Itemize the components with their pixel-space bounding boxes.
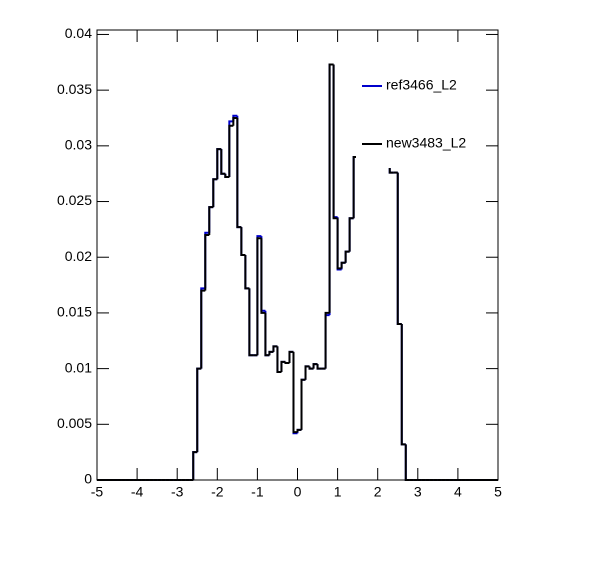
- x-tick-label: -5: [91, 484, 104, 500]
- histogram-step: [224, 173, 230, 179]
- histogram-step: [248, 288, 254, 357]
- x-tick-label: 4: [454, 484, 462, 500]
- histogram-step: [340, 261, 346, 269]
- histogram-step: [348, 217, 354, 252]
- histogram-step: [304, 365, 310, 380]
- y-tick-label: 0.04: [65, 25, 92, 41]
- y-tick-label: 0.005: [57, 415, 92, 431]
- histogram-step: [264, 312, 270, 357]
- histogram-step: [280, 360, 286, 372]
- histogram-step: [244, 255, 250, 290]
- histogram-step: [400, 324, 406, 446]
- histogram-step: [196, 367, 202, 453]
- histogram-step: [216, 148, 222, 180]
- histogram-step: [300, 378, 306, 430]
- y-tick-label: 0.015: [57, 304, 92, 320]
- histogram-step: [236, 117, 242, 229]
- histogram-step: [316, 364, 322, 370]
- y-tick-label: 0: [84, 471, 92, 487]
- histogram-step: [288, 350, 294, 364]
- legend-box: [356, 40, 498, 168]
- y-tick-label: 0.025: [57, 192, 92, 208]
- x-tick-label: -1: [251, 484, 264, 500]
- histogram-step: [232, 116, 238, 126]
- histogram-step: [208, 206, 214, 235]
- legend-label: new3483_L2: [386, 135, 466, 151]
- x-tick-label: -4: [131, 484, 144, 500]
- histogram-step: [332, 64, 338, 220]
- y-tick-label: 0.03: [65, 137, 92, 153]
- histogram-step: [268, 350, 274, 356]
- histogram-step: [284, 361, 290, 365]
- y-tick-label: 0.01: [65, 359, 92, 375]
- x-tick-label: 2: [374, 484, 382, 500]
- x-tick-label: 1: [334, 484, 342, 500]
- histogram-step: [192, 451, 198, 480]
- histogram-step: [260, 238, 266, 314]
- y-tick-label: 0.02: [65, 248, 92, 264]
- histogram-step: [336, 218, 342, 270]
- histogram-step: [396, 172, 402, 326]
- histogram-step: [328, 63, 334, 313]
- histogram-step: [276, 346, 282, 373]
- histogram-step: [272, 345, 278, 352]
- histogram-step: [308, 366, 314, 370]
- histogram-step: [296, 428, 302, 433]
- histogram-step: [324, 311, 330, 369]
- x-tick-label: -3: [171, 484, 184, 500]
- histogram-step: [212, 178, 218, 208]
- x-tick-label: 5: [494, 484, 502, 500]
- x-tick-label: -2: [211, 484, 224, 500]
- histogram-step: [220, 149, 226, 175]
- histogram-step: [204, 233, 210, 291]
- histogram-step: [312, 363, 318, 369]
- x-tick-label: 3: [414, 484, 422, 500]
- x-tick-label: 0: [294, 484, 302, 500]
- histogram-step: [240, 227, 246, 256]
- histogram-step: [200, 289, 206, 369]
- histogram-step: [344, 250, 350, 263]
- histogram-step: [292, 351, 298, 434]
- histogram-step: [256, 237, 262, 356]
- legend-label: ref3466_L2: [386, 77, 457, 93]
- y-tick-label: 0.035: [57, 81, 92, 97]
- histogram-step: [228, 124, 234, 178]
